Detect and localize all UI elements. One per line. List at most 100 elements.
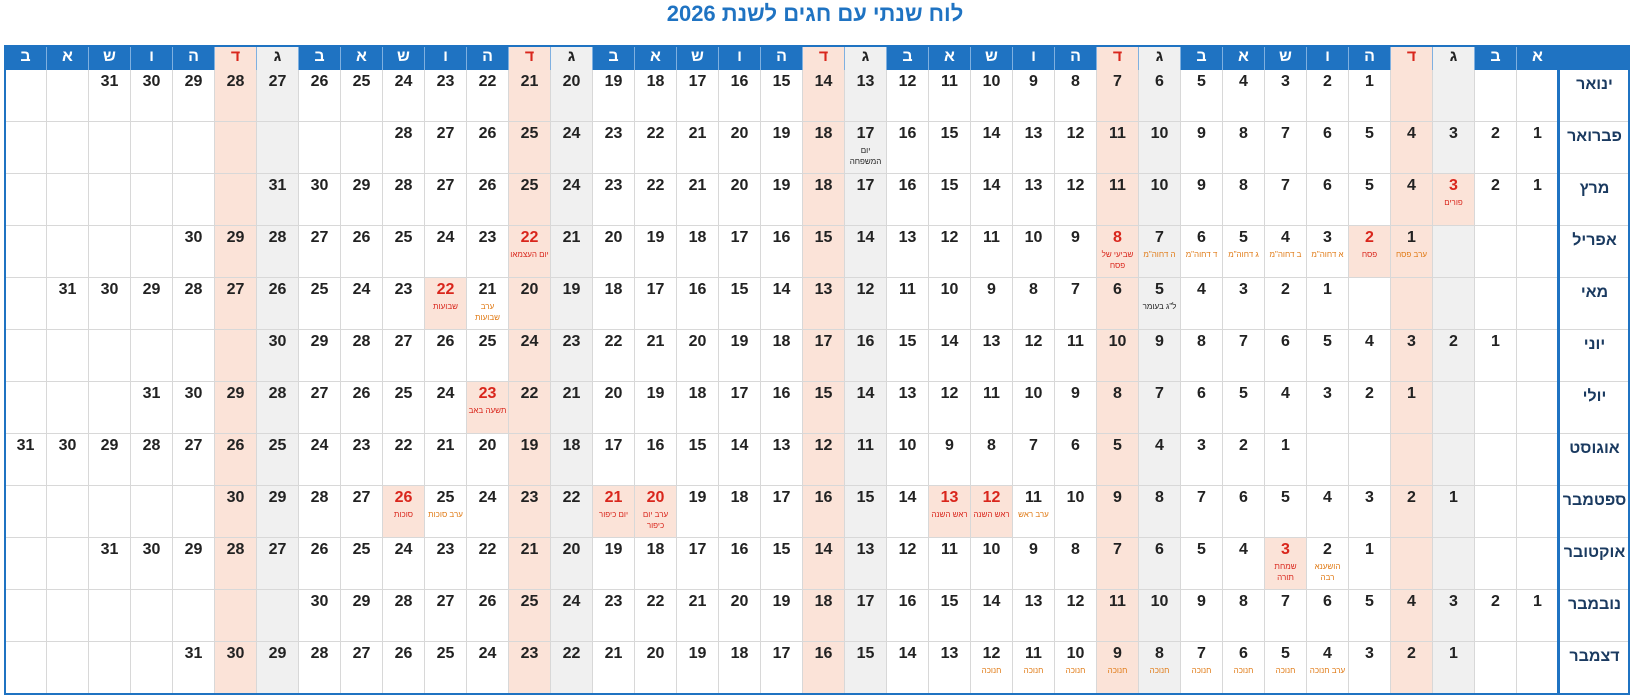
day-cell: 13 (887, 226, 929, 278)
day-cell: 12 (1055, 122, 1097, 174)
day-number: 15 (856, 489, 875, 506)
day-cell: 11 (845, 434, 887, 486)
day-cell: 15 (761, 70, 803, 122)
day-cell: 26 (299, 70, 341, 122)
page-title: לוח שנתי עם חגים לשנת 2026 (666, 1, 964, 26)
day-number: 23 (604, 593, 623, 610)
day-number: 8 (1239, 125, 1248, 142)
day-number: 10 (1066, 645, 1085, 662)
day-cell: 27 (425, 122, 467, 174)
day-number: 27 (310, 385, 329, 402)
holiday-note: שביעי של פסח (1101, 250, 1134, 270)
holiday-note: ב דחוה"מ (1269, 250, 1302, 259)
day-number: 25 (478, 333, 497, 350)
day-number: 7 (1113, 73, 1122, 90)
day-number: 18 (688, 385, 707, 402)
day-number: 19 (772, 125, 791, 142)
day-cell: 9 (929, 434, 971, 486)
day-cell: 21 (425, 434, 467, 486)
day-cell: 13 (971, 330, 1013, 382)
day-cell: 25 (425, 642, 467, 694)
day-number: 30 (310, 177, 329, 194)
weekday-header: ד (1391, 45, 1433, 70)
weekday-header: א (1223, 45, 1265, 70)
day-number: 26 (226, 437, 245, 454)
day-cell: 27 (299, 226, 341, 278)
day-number: 10 (982, 73, 1001, 90)
empty-cell (1517, 70, 1559, 122)
day-number: 27 (268, 541, 287, 558)
empty-cell (173, 122, 215, 174)
day-number: 8 (1155, 645, 1164, 662)
day-cell: 1 (1307, 278, 1349, 330)
day-number: 26 (394, 645, 413, 662)
empty-cell (131, 330, 173, 382)
day-number: 17 (772, 645, 791, 662)
day-cell: 3 (1433, 590, 1475, 642)
day-cell: 1 (1475, 330, 1517, 382)
weekday-header: א (47, 45, 89, 70)
day-cell: 17 (803, 330, 845, 382)
day-number: 22 (646, 177, 665, 194)
day-number: 5 (1197, 73, 1206, 90)
day-number: 29 (184, 541, 203, 558)
day-cell: 1 (1517, 122, 1559, 174)
day-cell: 13 (929, 642, 971, 694)
day-number: 8 (987, 437, 996, 454)
day-cell: 12 חנוכה (971, 642, 1013, 694)
day-cell: 29 (341, 590, 383, 642)
day-number: 30 (142, 541, 161, 558)
day-cell: 18 (635, 70, 677, 122)
day-cell: 25 (509, 590, 551, 642)
day-number: 28 (226, 73, 245, 90)
day-number: 16 (688, 281, 707, 298)
day-cell: 11 (971, 382, 1013, 434)
day-number: 30 (226, 645, 245, 662)
day-cell: 1 (1265, 434, 1307, 486)
day-number: 28 (268, 229, 287, 246)
day-cell: 8 (1223, 590, 1265, 642)
weekday-header: ד (509, 45, 551, 70)
day-cell: 13 (761, 434, 803, 486)
day-number: 1 (1407, 229, 1416, 246)
day-cell: 6 חנוכה (1223, 642, 1265, 694)
day-number: 26 (436, 333, 455, 350)
day-number: 1 (1281, 437, 1290, 454)
empty-cell (47, 590, 89, 642)
holiday-note: ה דחוה"מ (1143, 250, 1176, 259)
day-cell: 6 (1223, 486, 1265, 538)
empty-cell (173, 330, 215, 382)
day-cell: 18 (593, 278, 635, 330)
weekday-header: ו (719, 45, 761, 70)
day-cell: 6 (1055, 434, 1097, 486)
day-number: 9 (1029, 541, 1038, 558)
day-number: 6 (1323, 593, 1332, 610)
day-number: 8 (1113, 229, 1122, 246)
empty-cell (1433, 226, 1475, 278)
day-number: 20 (730, 177, 749, 194)
empty-cell (131, 226, 173, 278)
day-number: 31 (268, 177, 287, 194)
day-cell: 17 (635, 278, 677, 330)
day-cell: 22 (509, 382, 551, 434)
day-number: 21 (562, 385, 581, 402)
day-cell: 12 (1013, 330, 1055, 382)
day-cell: 16 (887, 590, 929, 642)
day-number: 17 (730, 385, 749, 402)
day-number: 4 (1239, 73, 1248, 90)
day-number: 21 (520, 73, 539, 90)
day-cell: 23 (551, 330, 593, 382)
day-cell: 4 (1307, 486, 1349, 538)
empty-cell (5, 226, 47, 278)
day-cell: 20 (551, 538, 593, 590)
day-cell: 29 (215, 226, 257, 278)
day-number: 21 (436, 437, 455, 454)
day-cell: 2 (1433, 330, 1475, 382)
day-number: 23 (478, 385, 497, 402)
day-cell: 18 (719, 486, 761, 538)
day-cell: 27 (425, 174, 467, 226)
empty-cell (1517, 486, 1559, 538)
day-cell: 14 (845, 226, 887, 278)
day-number: 28 (310, 489, 329, 506)
day-number: 31 (100, 541, 119, 558)
